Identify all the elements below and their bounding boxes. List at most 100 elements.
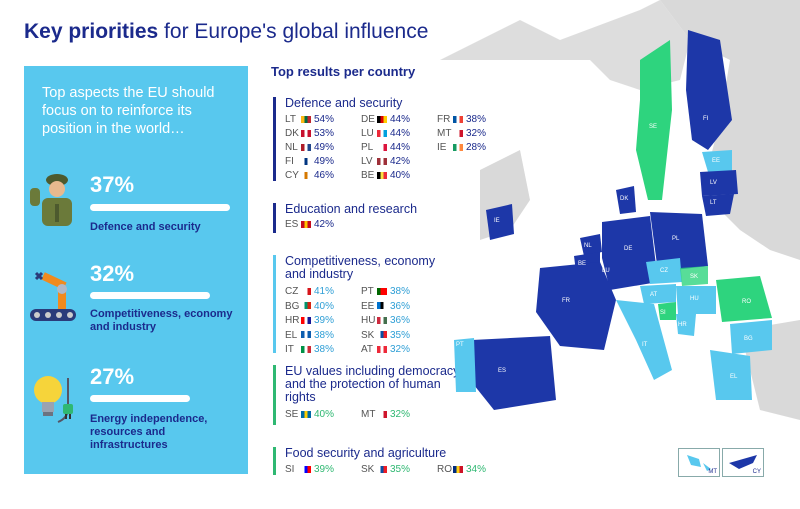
country-value: 39% (314, 464, 335, 475)
flag-icon (377, 345, 387, 353)
country-value: 38% (314, 329, 335, 341)
country-value: 42% (390, 156, 411, 167)
country-code: ES (285, 219, 299, 230)
map-label-lu: LU (602, 268, 610, 274)
country-value: 44% (390, 128, 411, 139)
flag-icon (377, 316, 387, 324)
country-value: 40% (314, 300, 335, 312)
flag-icon (301, 115, 311, 123)
country-code: NL (285, 142, 298, 153)
country-code: EE (361, 300, 375, 312)
country-value: 41% (314, 286, 335, 297)
country-code: AT (361, 344, 374, 355)
country-be: BE 40% (361, 170, 410, 181)
map-label-si: SI (660, 310, 666, 316)
country-mt: MT 32% (437, 128, 486, 139)
flag-icon (377, 465, 387, 473)
country-it: IT 38% (285, 344, 334, 355)
robot-arm-icon (28, 265, 86, 332)
flag-icon (377, 143, 387, 151)
country-fr: FR 38% (437, 114, 486, 125)
flag-icon (377, 331, 387, 339)
country-code: HR (285, 315, 300, 326)
map-label-at: AT (650, 292, 658, 298)
map-label-lv: LV (710, 180, 717, 186)
country-code: CY (285, 170, 299, 181)
country-se: SE 40% (285, 409, 334, 420)
country-cy: CY 46% (285, 170, 334, 181)
country-mt: MT 32% (361, 409, 410, 420)
map-label-es: ES (498, 368, 506, 374)
country-value: 32% (390, 344, 411, 355)
country-value: 49% (314, 142, 335, 153)
flag-icon (377, 302, 387, 310)
flag-icon (377, 129, 387, 137)
priority-bar (90, 292, 210, 299)
intro-text: Top aspects the EU should focus on to re… (42, 85, 215, 137)
country-hu: HU 36% (361, 315, 410, 326)
map-label-sk: SK (690, 274, 698, 280)
map-label-hr: HR (678, 322, 687, 328)
country-value: 46% (314, 170, 335, 181)
country-code: RO (437, 464, 452, 475)
map-label-fi: FI (703, 116, 709, 122)
country-code: DE (361, 114, 375, 125)
country-value: 40% (390, 170, 411, 181)
country-code: SK (361, 464, 375, 475)
map-label-lt: LT (710, 200, 717, 206)
country-code: PT (361, 286, 374, 297)
priority-bar (90, 204, 230, 211)
section-defence: Defence and security LT 54% DE 44% FR 38% DK 53… (273, 97, 525, 181)
country-value: 40% (314, 409, 335, 420)
priorities-panel: Top aspects the EU should focus on to re… (24, 66, 248, 474)
soldier-icon (28, 170, 86, 237)
flag-icon (301, 302, 311, 310)
flag-icon (301, 220, 311, 228)
map-label-nl: NL (584, 243, 592, 249)
country-ie: IE 28% (437, 142, 486, 153)
country-at: AT 32% (361, 344, 410, 355)
flag-icon (377, 115, 387, 123)
map-fi (686, 30, 732, 150)
country-value: 44% (390, 142, 411, 153)
flag-icon (301, 465, 311, 473)
map-label-se: SE (649, 124, 657, 130)
country-de: DE 44% (361, 114, 410, 125)
country-code: FR (437, 114, 451, 125)
section-education: Education and research ES 42% (273, 203, 525, 233)
country-pt: PT 38% (361, 286, 410, 297)
flag-icon (301, 171, 311, 179)
country-dk: DK 53% (285, 128, 334, 139)
country-value: 36% (390, 315, 411, 326)
country-ee: EE 36% (361, 301, 410, 312)
flag-icon (453, 115, 463, 123)
country-lt: LT 54% (285, 114, 334, 125)
country-value: 28% (466, 142, 487, 153)
country-code: HU (361, 315, 376, 326)
page-title: Key priorities for Europe's global influ… (24, 20, 429, 43)
country-hr: HR 39% (285, 315, 334, 326)
flag-icon (453, 129, 463, 137)
flag-icon (377, 157, 387, 165)
country-es: ES 42% (285, 219, 334, 230)
country-ro: RO 34% (437, 464, 486, 475)
country-pl: PL 44% (361, 142, 410, 153)
country-code: MT (437, 128, 452, 139)
map-label-pl: PL (672, 236, 680, 242)
country-code: FI (285, 156, 294, 167)
country-nl: NL 49% (285, 142, 334, 153)
country-code: SI (285, 464, 295, 475)
map-label-be: BE (578, 261, 586, 267)
country-value: 35% (390, 329, 411, 341)
country-code: IE (437, 142, 447, 153)
country-value: 38% (314, 344, 335, 355)
country-value: 54% (314, 114, 335, 125)
section-food: Food security and agriculture SI 39% SK 35%… (273, 447, 525, 475)
flag-icon (301, 287, 311, 295)
map-label-el: EL (730, 374, 738, 380)
country-value: 38% (466, 114, 487, 125)
country-fi: FI 49% (285, 156, 334, 167)
map-label-ee: EE (712, 158, 720, 164)
country-value: 32% (390, 409, 411, 420)
country-code: LT (285, 114, 296, 125)
